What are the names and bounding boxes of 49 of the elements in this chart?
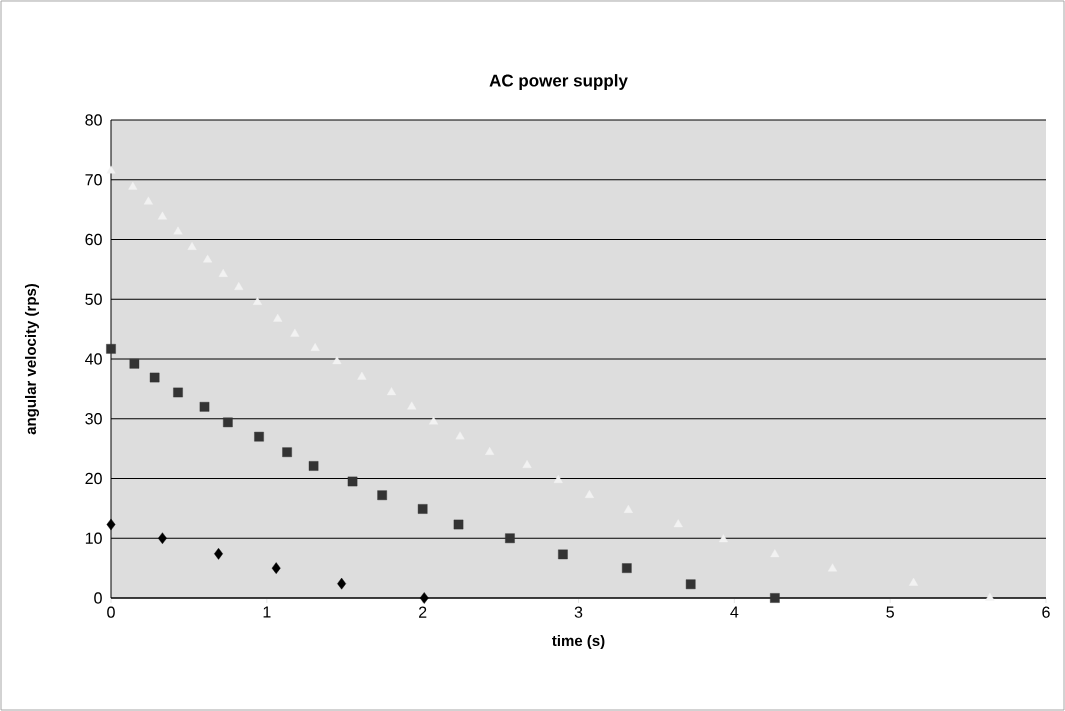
point (429, 416, 439, 425)
point (106, 518, 116, 531)
x-tick-label: 5 (886, 606, 894, 618)
point (271, 562, 281, 574)
point (128, 181, 138, 190)
point (129, 358, 140, 369)
y-tick-label: 30 (85, 413, 102, 425)
point (718, 534, 728, 543)
x-tick-label: 2 (419, 606, 427, 618)
point (308, 461, 319, 471)
point (685, 579, 696, 590)
chart-title: AC power supply (489, 74, 628, 90)
point (254, 431, 264, 442)
y-tick-label: 50 (85, 293, 102, 305)
point (453, 519, 464, 530)
point (332, 356, 342, 365)
point (199, 402, 210, 412)
point (505, 533, 515, 544)
point (985, 592, 995, 601)
point (106, 344, 116, 354)
x-tick-label: 3 (574, 606, 583, 618)
point (377, 490, 387, 501)
x-axis-title: time (s) (552, 635, 605, 649)
point (223, 417, 233, 428)
point (173, 387, 183, 398)
point (419, 592, 429, 604)
x-tick-label: 1 (263, 606, 271, 618)
y-tick-label: 0 (94, 592, 102, 604)
point (149, 372, 160, 383)
y-axis-title: angular velocity (rps) (24, 283, 40, 435)
point (553, 475, 563, 483)
point (282, 447, 292, 458)
y-tick-label: 60 (85, 233, 102, 246)
x-tick-label: 6 (1042, 606, 1050, 618)
point (106, 165, 116, 174)
y-tick-label: 80 (85, 114, 102, 126)
y-tick-label: 20 (85, 472, 102, 485)
y-tick-label: 10 (85, 532, 102, 544)
point (347, 476, 358, 487)
point (417, 504, 428, 514)
y-tick-label: 40 (85, 353, 102, 365)
x-tick-label: 0 (107, 606, 115, 618)
x-tick-label: 4 (730, 606, 739, 618)
point (252, 297, 263, 305)
point (770, 593, 780, 603)
point (337, 577, 347, 590)
point (558, 549, 568, 560)
point (622, 563, 632, 573)
y-tick-label: 70 (85, 174, 102, 186)
